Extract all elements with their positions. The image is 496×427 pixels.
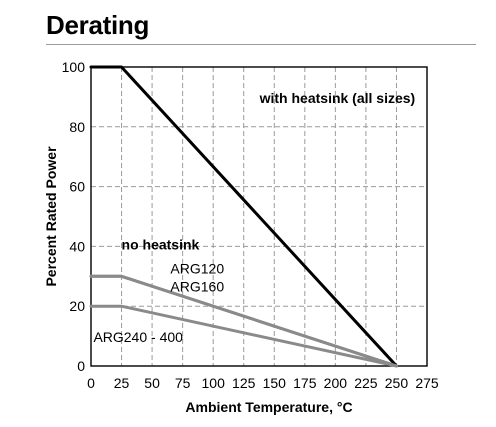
- y-tick-label: 20: [69, 298, 85, 314]
- y-tick-label: 60: [69, 179, 85, 195]
- annotations: with heatsink (all sizes) no heatsink ARG1…: [93, 90, 415, 345]
- y-tick-label: 100: [62, 59, 86, 75]
- y-tick-label: 40: [69, 238, 85, 254]
- x-tick-label: 200: [324, 375, 348, 391]
- annotation-label: ARG120: [170, 260, 224, 276]
- annotation-label: ARG160: [170, 278, 224, 294]
- y-tick-labels: 0 20 40 60 80 100: [62, 59, 86, 374]
- x-tick-label: 75: [175, 375, 191, 391]
- x-tick-label: 175: [293, 375, 317, 391]
- series-line-with-heatsink-all-sizes: [89, 65, 398, 368]
- title-divider: [46, 44, 476, 45]
- page-title: Derating: [46, 10, 150, 40]
- x-tick-label: 150: [263, 375, 287, 391]
- x-tick-label: 100: [202, 375, 226, 391]
- series-line-arg240-400: [89, 304, 398, 368]
- y-tick-label: 80: [69, 119, 85, 135]
- annotation-label: ARG240 - 400: [93, 329, 183, 345]
- annotation-label: no heatsink: [122, 236, 200, 252]
- x-tick-label: 0: [87, 375, 95, 391]
- x-tick-labels: 0 25 50 75 100 125 150 175 200 225 250 275: [87, 375, 439, 391]
- y-axis-label: Percent Rated Power: [43, 146, 59, 287]
- series-line-arg160: [89, 274, 398, 368]
- x-tick-label: 225: [354, 375, 378, 391]
- x-tick-label: 125: [232, 375, 256, 391]
- plot-frame: [90, 66, 428, 367]
- x-axis-label: Ambient Temperature, °C: [185, 399, 352, 415]
- x-tick-label: 25: [114, 375, 130, 391]
- x-tick-label: 50: [144, 375, 160, 391]
- x-tick-label: 275: [415, 375, 439, 391]
- annotation-label: with heatsink (all sizes): [259, 90, 416, 106]
- x-tick-label: 250: [385, 375, 409, 391]
- series-layer: [89, 65, 398, 368]
- grid: [91, 67, 427, 366]
- y-tick-label: 0: [77, 358, 85, 374]
